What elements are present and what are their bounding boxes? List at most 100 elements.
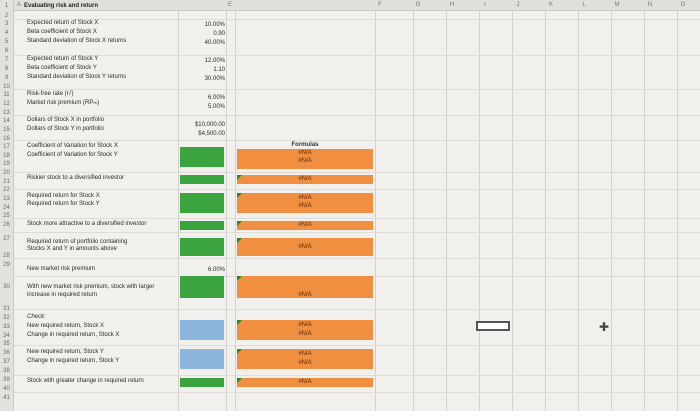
na-value: #N/A — [298, 150, 312, 156]
formula-cell[interactable] — [237, 276, 373, 298]
row-number[interactable]: 41 — [3, 395, 10, 401]
answer-cell-greater-change[interactable] — [180, 378, 224, 387]
row-number[interactable]: 10 — [3, 84, 10, 90]
row-number[interactable]: 22 — [3, 187, 10, 193]
row-number[interactable]: 32 — [3, 315, 10, 321]
formula-cell[interactable] — [237, 349, 373, 369]
row-number[interactable]: 31 — [3, 306, 10, 312]
column-letter[interactable]: J — [516, 2, 520, 8]
row-number[interactable]: 17 — [3, 144, 10, 150]
row-number[interactable]: 5 — [4, 39, 9, 45]
row-number[interactable]: 2 — [4, 13, 9, 19]
row-number[interactable]: 29 — [3, 262, 10, 268]
formula-cell[interactable] — [237, 175, 373, 184]
cell-value[interactable]: 6.00% — [207, 95, 225, 101]
grid-line — [13, 140, 700, 141]
row-number[interactable]: 27 — [3, 236, 10, 242]
row-number[interactable]: 40 — [3, 386, 10, 392]
row-number[interactable]: 33 — [3, 324, 10, 330]
row-label: New market risk premium — [27, 266, 96, 272]
answer-cell-riskier[interactable] — [180, 175, 224, 184]
grid-line — [13, 115, 700, 116]
answer-cell-larger-increase[interactable] — [180, 276, 224, 298]
error-indicator-icon — [237, 349, 242, 354]
check-cell-stock-y[interactable] — [180, 349, 224, 369]
column-letter[interactable]: E — [227, 2, 232, 8]
row-number[interactable]: 18 — [3, 153, 10, 159]
grid-line — [545, 10, 546, 411]
row-number[interactable]: 25 — [3, 213, 10, 219]
row-number[interactable]: 14 — [3, 118, 10, 124]
column-letter[interactable]: O — [680, 2, 686, 8]
row-label: Required return for Stock Y — [27, 201, 100, 207]
row-number[interactable]: 20 — [3, 170, 10, 176]
cell-value[interactable]: 6.00% — [207, 267, 225, 273]
row-number[interactable]: 13 — [3, 110, 10, 116]
cell-value[interactable]: 1.10 — [213, 67, 225, 73]
column-letter[interactable]: N — [647, 2, 653, 8]
answer-cell-cv[interactable] — [180, 147, 224, 167]
row-number[interactable]: 21 — [3, 179, 10, 185]
row-number[interactable]: 35 — [3, 341, 10, 347]
column-letter[interactable]: H — [449, 2, 455, 8]
formula-cell[interactable] — [237, 320, 373, 340]
cell-value[interactable]: 40.00% — [204, 40, 225, 46]
cell-value[interactable]: 12.00% — [204, 58, 225, 64]
row-number[interactable]: 23 — [3, 196, 10, 202]
row-label: Market risk premium (RPₘ) — [27, 100, 100, 106]
row-number[interactable]: 12 — [3, 101, 10, 107]
row-label: New required return, Stock X — [27, 323, 105, 329]
column-letter[interactable]: K — [548, 2, 553, 8]
row-number[interactable]: 6 — [4, 48, 9, 54]
formula-cell[interactable] — [237, 193, 373, 213]
row-number[interactable]: 9 — [4, 75, 9, 81]
row-number[interactable]: 34 — [3, 333, 10, 339]
column-letter[interactable]: M — [614, 2, 620, 8]
row-label: Expected return of Stock Y — [27, 56, 99, 62]
formula-cell[interactable] — [237, 378, 373, 387]
cell-value[interactable]: 5.00% — [207, 104, 225, 110]
column-header-bar: A E F G H I J K L M N O — [0, 0, 700, 11]
column-letter[interactable]: L — [582, 2, 586, 8]
row-number[interactable]: 7 — [4, 57, 9, 63]
formula-cell[interactable] — [237, 238, 373, 256]
row-label: With new market risk premium, stock with… — [27, 284, 155, 290]
column-letter[interactable]: F — [378, 2, 382, 8]
row-number[interactable]: 36 — [3, 350, 10, 356]
answer-cell-portfolio-return[interactable] — [180, 238, 224, 256]
row-number[interactable]: 11 — [3, 92, 10, 98]
column-letter[interactable]: G — [415, 2, 421, 8]
selected-cell[interactable] — [476, 321, 510, 331]
cell-value[interactable]: 0.90 — [213, 31, 225, 37]
column-letter[interactable]: A — [16, 2, 21, 8]
row-number[interactable]: 38 — [3, 368, 10, 374]
grid-line — [13, 392, 700, 393]
cell-value[interactable]: 10.00% — [204, 22, 225, 28]
row-number[interactable]: 30 — [3, 284, 10, 290]
cell-value[interactable]: $4,500.00 — [198, 131, 225, 137]
row-number[interactable]: 28 — [3, 253, 10, 259]
cell-value[interactable]: 30.00% — [204, 76, 225, 82]
row-number[interactable]: 3 — [4, 21, 9, 27]
row-number[interactable]: 24 — [3, 205, 10, 211]
formula-cell[interactable] — [237, 221, 373, 230]
check-cell-stock-x[interactable] — [180, 320, 224, 340]
row-label: Riskier stock to a diversified investor — [27, 175, 125, 181]
grid-line — [446, 10, 447, 411]
row-number[interactable]: 8 — [4, 66, 9, 72]
row-number[interactable]: 16 — [3, 136, 10, 142]
answer-cell-attractive[interactable] — [180, 221, 224, 230]
row-label: Beta coefficient of Stock X — [27, 29, 97, 35]
row-number[interactable]: 39 — [3, 377, 10, 383]
cell-value[interactable]: $10,000.00 — [194, 122, 225, 128]
row-number[interactable]: 4 — [4, 30, 9, 36]
row-number[interactable]: 37 — [3, 359, 10, 365]
row-number[interactable]: 26 — [3, 222, 10, 228]
formula-cell[interactable] — [237, 149, 373, 169]
answer-cell-required-return[interactable] — [180, 193, 224, 213]
row-number[interactable]: 19 — [3, 161, 10, 167]
column-letter[interactable]: I — [484, 2, 486, 8]
row-number[interactable]: 1 — [4, 3, 9, 9]
row-number[interactable]: 15 — [3, 127, 10, 133]
